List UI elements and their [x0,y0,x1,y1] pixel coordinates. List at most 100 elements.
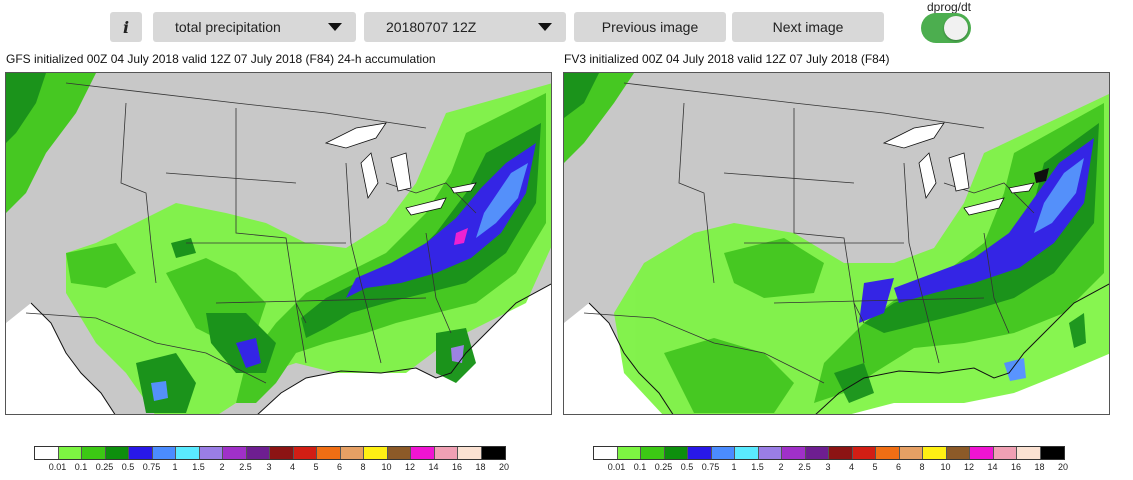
colorbar-tick-label: 6 [336,462,343,472]
colorbar-tick-label: 2 [778,462,784,472]
toggle-knob [944,16,968,40]
colorbar-tick-label: 0.25 [654,462,673,472]
field-select[interactable]: total precipitation [153,12,356,42]
colorbar-swatch [105,447,129,459]
colorbar-swatch [782,447,806,459]
colorbar-tick-label: 0.5 [121,462,135,472]
fv3-map-graphic [564,73,1109,414]
colorbar-swatch [970,447,994,459]
colorbar-swatch [35,447,59,459]
colorbar-tick-label: 0.01 [48,462,67,472]
colorbar-tick-label: 2 [219,462,225,472]
colorbar-tick-label: 3 [825,462,831,472]
colorbar-tick-label: 4 [289,462,296,472]
colorbar-tick-label: 16 [451,462,463,472]
colorbar-tick-label: 1 [731,462,737,472]
dprog-dt-label: dprog/dt [926,0,972,14]
chevron-down-icon [328,23,342,31]
colorbar-tick-label: 0.1 [633,462,647,472]
field-select-value: total precipitation [175,19,281,35]
colorbar-tick-label: 8 [360,462,366,472]
fv3-panel-title: FV3 initialized 00Z 04 July 2018 valid 1… [564,52,890,66]
colorbar-tick-label: 14 [428,462,439,472]
colorbar-tick-label: 16 [1010,462,1022,472]
colorbar-tick-label: 20 [1057,462,1069,472]
colorbar-swatch [829,447,853,459]
colorbar-tick-label: 5 [872,462,878,472]
colorbar-tick-label: 0.75 [142,462,161,472]
colorbar-tick-label: 10 [940,462,951,472]
colorbar-swatch [458,447,482,459]
colorbar-swatch [641,447,665,459]
gfs-map-graphic [6,73,551,414]
colorbar-tick-label: 6 [895,462,902,472]
colorbar-swatch [364,447,388,459]
colorbar-tick-label: 3 [266,462,272,472]
fv3-colorbar [593,446,1065,460]
colorbar-swatch [246,447,270,459]
colorbar-swatch [58,447,82,459]
colorbar-tick-label: 0.1 [74,462,88,472]
dprog-dt-toggle[interactable] [921,13,971,43]
colorbar-tick-label: 18 [475,462,486,472]
chevron-down-icon [538,23,552,31]
colorbar-swatch [711,447,735,459]
previous-image-button[interactable]: Previous image [574,12,726,42]
colorbar-swatch [293,447,317,459]
colorbar-swatch [899,447,923,459]
fv3-colorbar-labels: 0.01 0.1 0.25 0.5 0.75 1 1.5 2 2.5 3 4 5 6 8 10 12 14 16 1… [593,462,1083,474]
colorbar-tick-label: 1.5 [192,462,205,472]
next-image-button[interactable]: Next image [732,12,884,42]
colorbar-tick-label: 8 [919,462,925,472]
colorbar-tick-label: 14 [987,462,998,472]
colorbar-swatch [1017,447,1041,459]
fv3-precip-map [563,72,1110,415]
colorbar-tick-label: 4 [848,462,855,472]
colorbar-swatch [758,447,782,459]
colorbar-swatch [82,447,106,459]
previous-image-label: Previous image [601,19,699,35]
colorbar-swatch [481,447,505,459]
info-icon: i [122,17,130,37]
gfs-precip-map [5,72,552,415]
colorbar-swatch [434,447,458,459]
colorbar-swatch [876,447,900,459]
colorbar-swatch [223,447,247,459]
time-select[interactable]: 20180707 12Z [364,12,566,42]
colorbar-swatch [270,447,294,459]
colorbar-tick-label: 0.25 [95,462,114,472]
colorbar-tick-label: 12 [404,462,416,472]
colorbar-tick-label: 2.5 [798,462,811,472]
colorbar-swatch [617,447,641,459]
colorbar-tick-label: 1 [172,462,178,472]
colorbar-tick-label: 0.75 [701,462,720,472]
colorbar-swatch [199,447,223,459]
colorbar-swatch [923,447,947,459]
colorbar-swatch [946,447,970,459]
colorbar-swatch [1040,447,1064,459]
colorbar-tick-label: 0.5 [680,462,694,472]
colorbar-swatch [129,447,153,459]
colorbar-tick-label: 5 [313,462,319,472]
colorbar-swatch [664,447,688,459]
gfs-colorbar-labels: 0.01 0.1 0.25 0.5 0.75 1 1.5 2 2.5 3 4 5 6 8 10 12 14 16 1… [34,462,524,474]
colorbar-swatch [735,447,759,459]
colorbar-tick-label: 20 [498,462,510,472]
gfs-panel-title: GFS initialized 00Z 04 July 2018 valid 1… [6,52,436,66]
colorbar-swatch [176,447,200,459]
colorbar-swatch [317,447,341,459]
gfs-colorbar [34,446,506,460]
colorbar-swatch [852,447,876,459]
colorbar-swatch [688,447,712,459]
colorbar-tick-label: 10 [381,462,392,472]
colorbar-swatch [340,447,364,459]
colorbar-swatch [152,447,176,459]
colorbar-swatch [387,447,411,459]
colorbar-swatch [993,447,1017,459]
colorbar-tick-label: 18 [1034,462,1045,472]
colorbar-swatch [805,447,829,459]
colorbar-swatch [594,447,618,459]
info-button[interactable]: i [110,12,142,42]
next-image-label: Next image [772,19,844,35]
colorbar-tick-label: 12 [963,462,975,472]
